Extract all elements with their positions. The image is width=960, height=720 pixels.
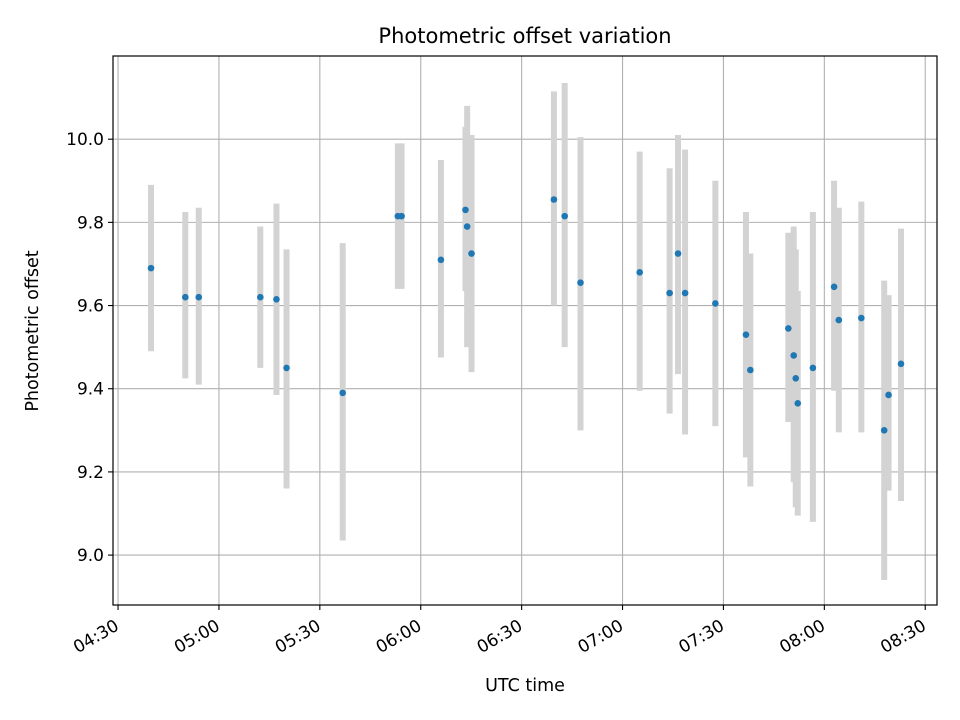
data-point (463, 223, 471, 230)
y-tick-label: 9.8 (77, 213, 104, 233)
data-point (835, 316, 843, 324)
data-point (398, 212, 405, 220)
data-point (747, 366, 754, 374)
data-point (468, 250, 475, 257)
data-point (182, 293, 189, 301)
data-point (794, 399, 802, 407)
y-tick-label: 9.4 (77, 380, 104, 400)
y-tick-label: 9.6 (77, 297, 104, 317)
data-point (885, 391, 892, 399)
x-axis-title: UTC time (485, 676, 565, 696)
y-tick-label: 10.0 (66, 130, 104, 150)
data-points (147, 196, 905, 434)
data-point (897, 360, 905, 368)
plot-area-frame (112, 55, 938, 606)
data-point (712, 300, 719, 307)
data-point (785, 325, 792, 332)
data-point (283, 364, 290, 372)
data-point (437, 256, 445, 264)
data-point (273, 296, 280, 303)
data-point (674, 250, 682, 257)
data-point (666, 289, 673, 297)
y-axis-title: Photometric offset (23, 250, 43, 411)
data-point (577, 279, 584, 286)
data-point (561, 212, 568, 220)
y-axis: 9.0 9.2 9.4 9.6 9.8 10.0 (66, 130, 113, 566)
data-point (147, 264, 155, 272)
data-point (792, 375, 800, 382)
data-point (830, 283, 838, 291)
data-point (858, 314, 865, 322)
data-point (462, 206, 469, 214)
data-point (809, 364, 817, 372)
data-point (257, 293, 264, 301)
chart-title: Photometric offset variation (378, 24, 671, 48)
data-point (790, 352, 798, 359)
data-point (681, 289, 689, 297)
data-point (742, 331, 750, 338)
data-point (550, 196, 558, 203)
y-tick-label: 9.2 (77, 463, 104, 483)
data-point (195, 293, 203, 301)
data-point (880, 427, 888, 434)
data-point (339, 389, 347, 397)
y-tick-label: 9.0 (77, 546, 104, 566)
data-point (636, 268, 643, 276)
